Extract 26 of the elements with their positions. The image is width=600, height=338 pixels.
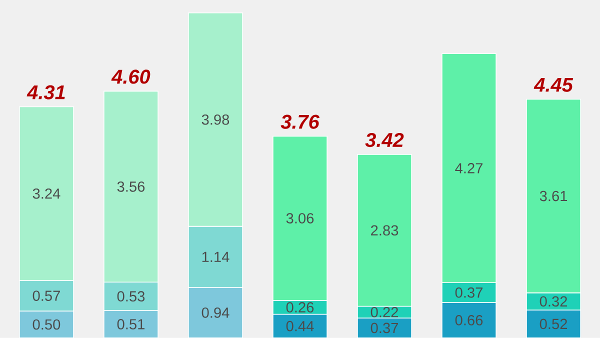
- data-label: 4.27: [455, 162, 483, 174]
- data-label: 0.37: [455, 287, 483, 298]
- data-label: 0.52: [540, 318, 568, 329]
- data-label: 1.14: [202, 252, 230, 262]
- data-label: 0.50: [32, 319, 60, 330]
- data-label: 0.44: [286, 320, 314, 332]
- data-label: 3.06: [286, 212, 314, 224]
- data-label: 0.53: [117, 291, 145, 302]
- data-label: 0.37: [370, 322, 398, 333]
- data-label: 3.61: [540, 190, 568, 202]
- data-label: 2.83: [371, 225, 398, 236]
- total-label: 4.45: [534, 78, 574, 92]
- data-label: 3.24: [32, 188, 60, 199]
- data-label: 0.22: [370, 306, 398, 318]
- total-label: 3.42: [365, 132, 404, 147]
- total-label: 4.60: [111, 70, 150, 84]
- total-label: 4.31: [26, 85, 65, 100]
- data-label: 0.51: [117, 318, 144, 330]
- data-label: 0.66: [455, 314, 483, 326]
- data-label: 0.26: [286, 302, 314, 312]
- data-label: 3.56: [117, 181, 145, 192]
- total-label: 3.76: [280, 114, 320, 129]
- data-label: 0.57: [32, 290, 60, 301]
- data-label: 3.98: [202, 114, 230, 125]
- data-label: 0.94: [202, 307, 230, 318]
- data-label: 0.32: [540, 296, 568, 306]
